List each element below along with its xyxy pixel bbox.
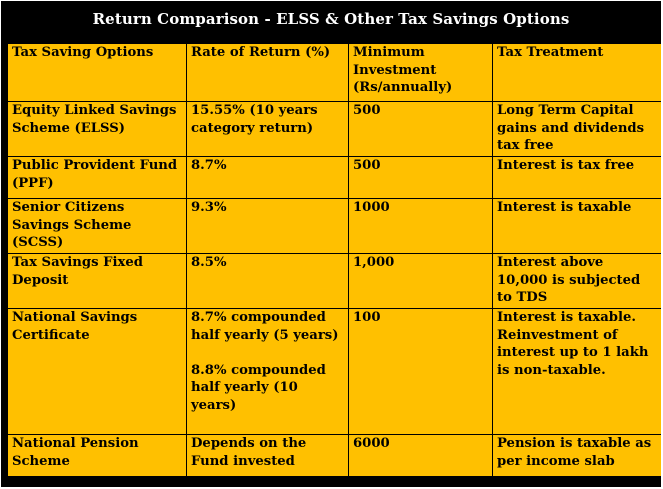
cell-tax-treatment: Interest is taxable. Reinvestment of int…	[492, 308, 661, 435]
cell-min-investment: 100	[348, 308, 493, 435]
table-header-row: Tax Saving Options Rate of Return (%) Mi…	[7, 43, 661, 102]
table-row: Senior Citizens Savings Scheme (SCSS) 9.…	[7, 198, 661, 254]
column-header-rate: Rate of Return (%)	[186, 43, 349, 102]
cell-min-investment: 1,000	[348, 253, 493, 309]
cell-option: Tax Savings Fixed Deposit	[7, 253, 187, 309]
column-header-tax-treatment: Tax Treatment	[492, 43, 661, 102]
column-header-min-investment: Minimum Investment (Rs/annually)	[348, 43, 493, 102]
cell-min-investment: 500	[348, 156, 493, 199]
cell-rate-group: 8.7% compounded half yearly (5 years) 8.…	[186, 308, 349, 435]
cell-option: Equity Linked Savings Scheme (ELSS)	[7, 101, 187, 157]
cell-option: National Pension Scheme	[7, 434, 187, 477]
cell-tax-treatment: Long Term Capital gains and dividends ta…	[492, 101, 661, 157]
cell-tax-treatment: Pension is taxable as per income slab	[492, 434, 661, 477]
cell-tax-treatment: Interest is taxable	[492, 198, 661, 254]
cell-rate: 8.5%	[186, 253, 349, 309]
cell-rate: Depends on the Fund invested	[186, 434, 349, 477]
cell-rate: 8.7%	[186, 156, 349, 199]
column-header-option: Tax Saving Options	[7, 43, 187, 102]
cell-option: Senior Citizens Savings Scheme (SCSS)	[7, 198, 187, 254]
table-title: Return Comparison - ELSS & Other Tax Sav…	[92, 10, 570, 28]
cell-rate: 15.55% (10 years category return)	[186, 101, 349, 157]
cell-min-investment: 500	[348, 101, 493, 157]
table-row: Equity Linked Savings Scheme (ELSS) 15.5…	[7, 101, 661, 157]
cell-rate-secondary: 8.8% compounded half yearly (10 years)	[191, 362, 326, 413]
table-row: National Pension Scheme Depends on the F…	[7, 434, 661, 477]
cell-option: National Savings Certificate	[7, 308, 187, 435]
cell-min-investment: 6000	[348, 434, 493, 477]
table-row: Tax Savings Fixed Deposit 8.5% 1,000 Int…	[7, 253, 661, 309]
table-row: Public Provident Fund (PPF) 8.7% 500 Int…	[7, 156, 661, 199]
cell-min-investment: 1000	[348, 198, 493, 254]
cell-rate: 8.7% compounded half yearly (5 years)	[191, 310, 339, 343]
cell-option: Public Provident Fund (PPF)	[7, 156, 187, 199]
cell-tax-treatment: Interest is tax free	[492, 156, 661, 199]
table-row: National Savings Certificate 8.7% compou…	[7, 308, 661, 435]
cell-tax-treatment: Interest above 10,000 is subjected to TD…	[492, 253, 661, 309]
cell-rate: 9.3%	[186, 198, 349, 254]
comparison-table: Tax Saving Options Rate of Return (%) Mi…	[7, 43, 661, 477]
